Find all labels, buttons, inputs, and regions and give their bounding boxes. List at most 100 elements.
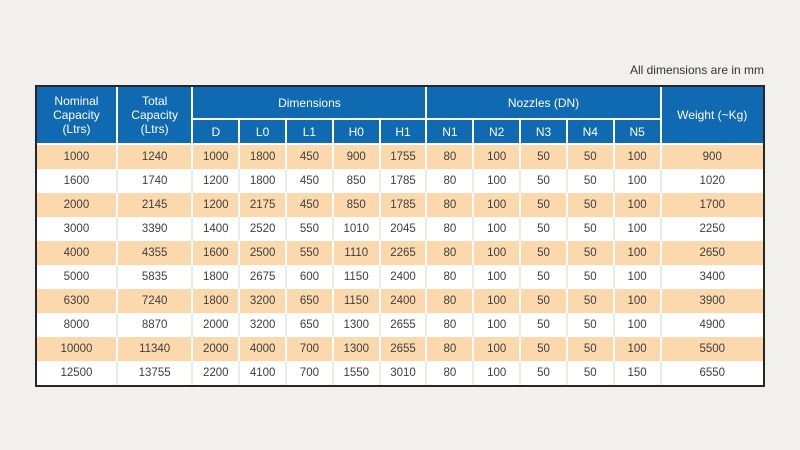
header-col-n2: N2	[472, 118, 522, 145]
table-cell: 2400	[378, 289, 428, 313]
table-cell: 2520	[238, 217, 288, 241]
table-cell: 3900	[659, 289, 763, 313]
table-cell: 1300	[331, 337, 381, 361]
table-row: 4000 4355 1600 2500 550 1110 2265 80 100 50 50 100 2…	[37, 241, 763, 265]
table-row: 3000 3390 1400 2520 550 1010 2045 80 100 50 50 100 2…	[37, 217, 763, 241]
spec-table: Nominal Capacity (Ltrs) Total Capacity (…	[37, 87, 763, 385]
table-cell: 450	[285, 169, 334, 193]
table-cell: 100	[472, 361, 522, 385]
header-total-capacity: Total Capacity (Ltrs)	[115, 87, 194, 145]
table-cell: 80	[425, 169, 475, 193]
table-cell: 50	[519, 217, 568, 241]
table-cell: 4900	[659, 313, 763, 337]
table-cell: 5835	[115, 265, 194, 289]
table-cell: 3200	[238, 289, 288, 313]
header-col-d: D	[191, 118, 241, 145]
table-row: 10000 11340 2000 4000 700 1300 2655 80 100 50 50 10…	[37, 337, 763, 361]
table-cell: 1600	[37, 169, 118, 193]
table-cell: 7240	[115, 289, 194, 313]
table-cell: 50	[519, 289, 568, 313]
table-row: 6300 7240 1800 3200 650 1150 2400 80 100 50 50 100 3…	[37, 289, 763, 313]
table-cell: 100	[472, 337, 522, 361]
table-cell: 6550	[659, 361, 763, 385]
table-cell: 12500	[37, 361, 118, 385]
table-cell: 100	[612, 144, 662, 169]
table-row: 2000 2145 1200 2175 450 850 1785 80 100 50 50 100 17…	[37, 193, 763, 217]
header-col-h0: H0	[331, 118, 381, 145]
header-col-n5: N5	[612, 118, 662, 145]
table-cell: 1000	[191, 144, 241, 169]
table-cell: 2250	[659, 217, 763, 241]
table-cell: 50	[519, 337, 568, 361]
table-cell: 1110	[331, 241, 381, 265]
header-col-l1: L1	[285, 118, 334, 145]
table-cell: 1000	[37, 144, 118, 169]
table-cell: 1740	[115, 169, 194, 193]
table-cell: 4100	[238, 361, 288, 385]
table-cell: 1020	[659, 169, 763, 193]
table-cell: 100	[472, 144, 522, 169]
table-cell: 550	[285, 217, 334, 241]
table-cell: 50	[565, 313, 615, 337]
table-cell: 80	[425, 337, 475, 361]
table-cell: 6300	[37, 289, 118, 313]
table-cell: 1600	[191, 241, 241, 265]
table-cell: 850	[331, 169, 381, 193]
table-cell: 100	[612, 337, 662, 361]
table-cell: 4000	[37, 241, 118, 265]
table-cell: 450	[285, 193, 334, 217]
table-cell: 100	[612, 169, 662, 193]
table-cell: 1550	[331, 361, 381, 385]
header-nominal-capacity: Nominal Capacity (Ltrs)	[37, 87, 118, 145]
table-cell: 50	[519, 144, 568, 169]
table-cell: 850	[331, 193, 381, 217]
table-cell: 2145	[115, 193, 194, 217]
table-cell: 550	[285, 241, 334, 265]
table-cell: 700	[285, 337, 334, 361]
table-cell: 100	[612, 313, 662, 337]
table-cell: 80	[425, 193, 475, 217]
table-cell: 1300	[331, 313, 381, 337]
table-cell: 50	[565, 361, 615, 385]
table-cell: 5000	[37, 265, 118, 289]
table-cell: 50	[565, 169, 615, 193]
table-cell: 13755	[115, 361, 194, 385]
table-cell: 1785	[378, 169, 428, 193]
table-cell: 10000	[37, 337, 118, 361]
table-cell: 50	[565, 337, 615, 361]
table-cell: 50	[565, 289, 615, 313]
table-row: 8000 8870 2000 3200 650 1300 2655 80 100 50 50 100 4…	[37, 313, 763, 337]
table-cell: 1800	[191, 289, 241, 313]
table-cell: 3000	[37, 217, 118, 241]
table-cell: 100	[472, 265, 522, 289]
table-cell: 1800	[238, 144, 288, 169]
table-cell: 2000	[191, 337, 241, 361]
table-cell: 650	[285, 313, 334, 337]
table-cell: 50	[519, 169, 568, 193]
table-cell: 80	[425, 313, 475, 337]
table-cell: 3400	[659, 265, 763, 289]
dimensions-note: All dimensions are in mm	[629, 63, 764, 77]
table-cell: 50	[565, 241, 615, 265]
table-row: 1600 1740 1200 1800 450 850 1785 80 100 50 50 100 10…	[37, 169, 763, 193]
table-cell: 4355	[115, 241, 194, 265]
table-cell: 1150	[331, 289, 381, 313]
table-cell: 80	[425, 241, 475, 265]
table-cell: 50	[519, 313, 568, 337]
table-cell: 2000	[191, 313, 241, 337]
table-cell: 600	[285, 265, 334, 289]
table-cell: 1200	[191, 169, 241, 193]
table-cell: 100	[612, 193, 662, 217]
table-cell: 150	[612, 361, 662, 385]
table-cell: 50	[519, 241, 568, 265]
table-row: 1000 1240 1000 1800 450 900 1755 80 100 50 50 100 90…	[37, 144, 763, 169]
header-col-n4: N4	[565, 118, 615, 145]
table-cell: 100	[612, 265, 662, 289]
table-cell: 50	[519, 361, 568, 385]
table-cell: 3200	[238, 313, 288, 337]
table-cell: 5500	[659, 337, 763, 361]
table-cell: 2045	[378, 217, 428, 241]
table-row: 12500 13755 2200 4100 700 1550 3010 80 100 50 50 15…	[37, 361, 763, 385]
table-cell: 50	[565, 144, 615, 169]
table-header: Nominal Capacity (Ltrs) Total Capacity (…	[37, 87, 763, 145]
